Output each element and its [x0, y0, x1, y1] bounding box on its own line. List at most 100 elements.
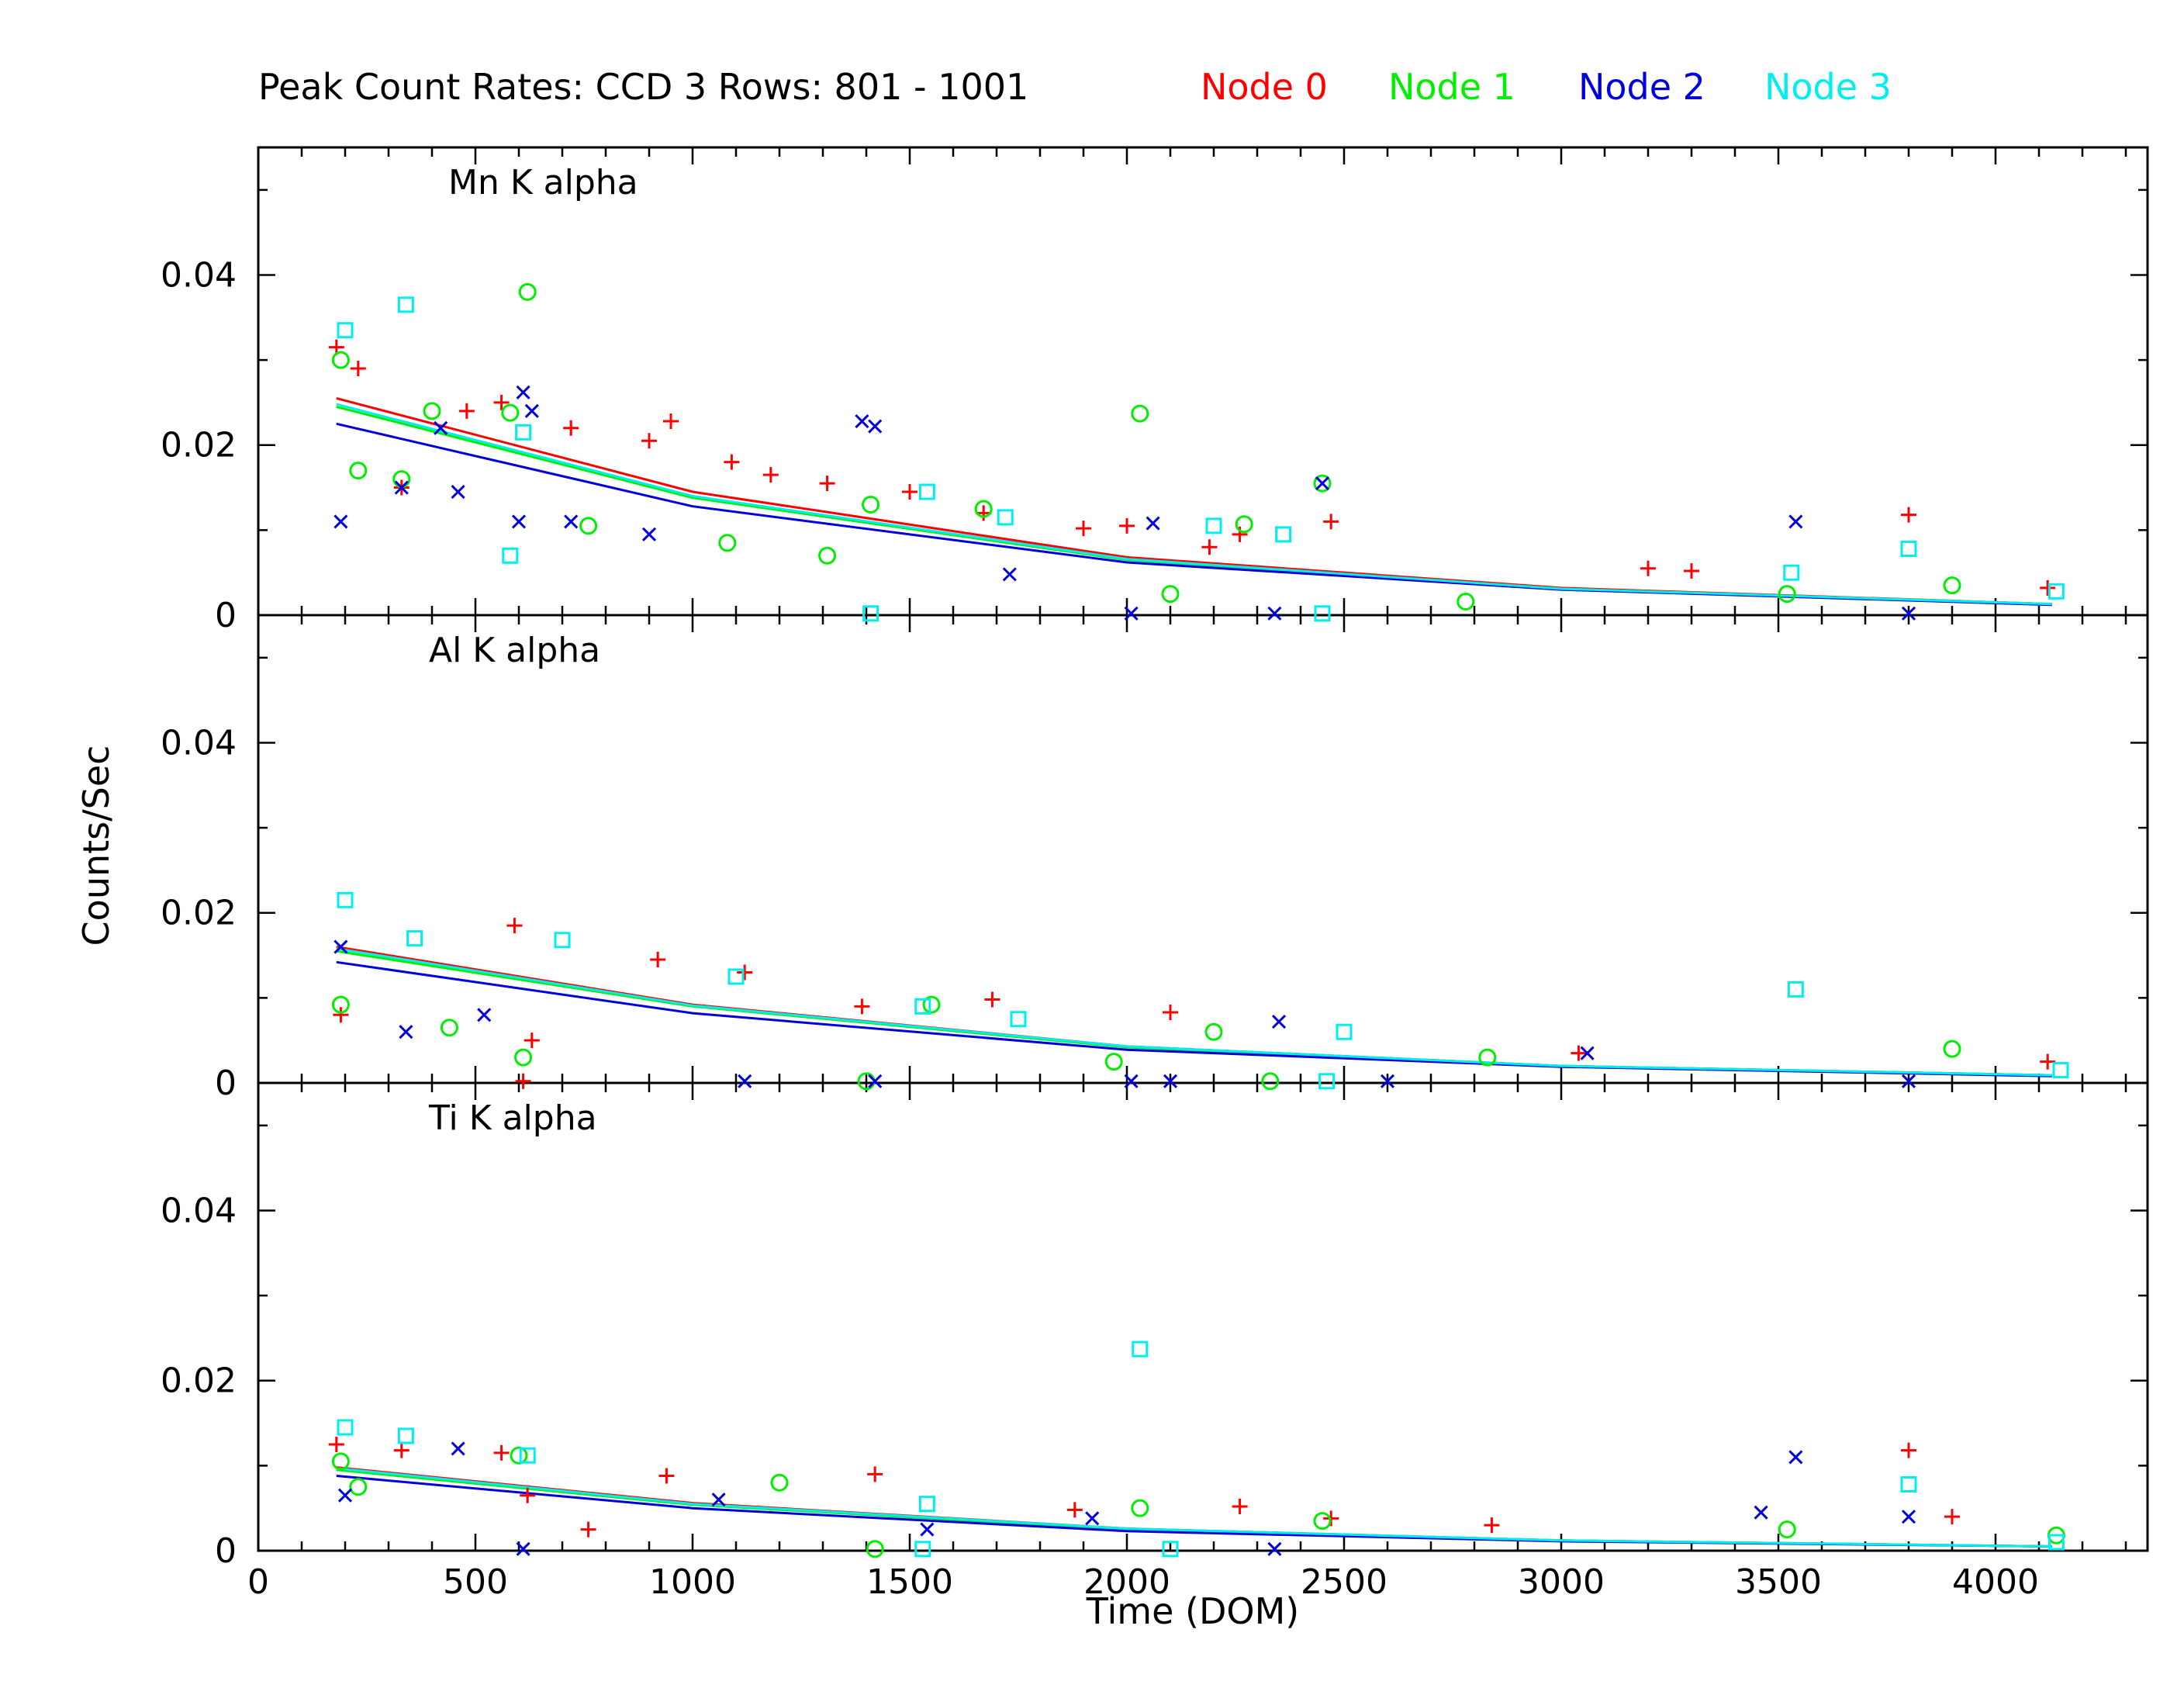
x-tick-label: 2500	[1301, 1562, 1387, 1602]
point-node-2	[1085, 1511, 1100, 1526]
point-node-1	[518, 282, 537, 301]
point-node-3	[914, 998, 931, 1015]
point-node-0	[1901, 507, 1916, 523]
point-node-0	[580, 1521, 596, 1538]
point-node-1	[1161, 585, 1180, 604]
chart-title: Peak Count Rates: CCD 3 Rows: 801 - 1001	[258, 66, 1028, 108]
point-node-2	[399, 1025, 413, 1039]
point-node-0	[724, 454, 740, 470]
legend-node-2: Node 2	[1578, 66, 1705, 108]
point-node-0	[819, 476, 835, 492]
x-tick-label: 500	[443, 1562, 508, 1602]
point-node-3	[1783, 564, 1800, 581]
point-node-2	[524, 403, 539, 418]
point-node-0	[762, 467, 779, 483]
point-node-0	[1684, 562, 1699, 579]
point-node-0	[1323, 514, 1339, 530]
point-node-0	[563, 420, 579, 436]
point-node-2	[477, 1008, 492, 1022]
point-node-0	[524, 1033, 540, 1049]
point-node-1	[862, 495, 880, 514]
point-node-2	[337, 1488, 353, 1503]
point-node-0	[1484, 1517, 1500, 1534]
y-tick-label: 0.02	[161, 1361, 237, 1401]
point-node-0	[506, 918, 523, 934]
point-node-2	[1901, 1510, 1916, 1524]
point-node-1	[501, 403, 520, 422]
point-node-1	[349, 462, 368, 480]
point-node-1	[331, 1452, 350, 1471]
data-points	[328, 282, 2069, 1558]
point-node-3	[2047, 583, 2065, 600]
point-node-1	[922, 995, 941, 1014]
fit-lines	[336, 396, 2052, 1548]
point-node-0	[1944, 1509, 1960, 1525]
point-node-0	[1640, 560, 1656, 576]
point-node-2	[1380, 1074, 1395, 1088]
point-node-1	[331, 351, 350, 369]
fit-line-node-3	[336, 403, 2052, 606]
point-node-3	[337, 322, 354, 339]
point-node-2	[333, 939, 348, 954]
point-node-2	[868, 419, 883, 434]
point-node-3	[2052, 1062, 2069, 1079]
point-node-1	[1313, 474, 1332, 493]
x-tick-label: 2000	[1083, 1562, 1170, 1602]
point-node-1	[1943, 576, 1961, 595]
point-node-0	[867, 1466, 883, 1482]
point-node-3	[1205, 517, 1222, 534]
point-node-2	[434, 420, 448, 435]
point-node-2	[1146, 516, 1160, 531]
point-node-0	[493, 1444, 510, 1461]
point-node-0	[1901, 1442, 1916, 1458]
y-tick-label: 0.02	[161, 426, 237, 465]
x-tick-label: 3500	[1735, 1562, 1822, 1602]
y-tick-label: 0.02	[161, 894, 237, 933]
y-tick-label: 0.04	[161, 723, 237, 763]
point-node-1	[510, 1446, 528, 1465]
point-node-1	[1104, 1053, 1123, 1071]
point-node-0	[737, 964, 753, 981]
point-node-2	[1754, 1505, 1768, 1520]
panel-1-label: Mn K alpha	[448, 163, 638, 202]
point-node-2	[564, 514, 579, 529]
point-node-3	[862, 605, 879, 622]
point-node-0	[663, 413, 679, 430]
x-tick-label: 1000	[649, 1562, 736, 1602]
point-node-0	[520, 1487, 536, 1503]
point-node-3	[914, 1541, 931, 1558]
point-node-0	[854, 998, 870, 1015]
point-node-3	[1010, 1011, 1027, 1028]
point-node-2	[1163, 1074, 1178, 1088]
point-node-3	[1336, 1023, 1353, 1040]
point-node-3	[1275, 526, 1292, 543]
x-tick-label: 0	[247, 1562, 269, 1602]
point-node-1	[423, 402, 441, 420]
point-node-2	[1788, 1450, 1803, 1465]
y-axis-label: Counts/Sec	[75, 745, 117, 946]
point-node-0	[328, 1436, 344, 1452]
point-node-3	[997, 509, 1014, 526]
point-node-1	[1778, 585, 1796, 604]
point-node-1	[1943, 1039, 1961, 1058]
point-node-3	[1900, 540, 1917, 557]
x-tick-label: 3000	[1518, 1562, 1605, 1602]
point-node-1	[974, 500, 993, 518]
point-node-3	[1162, 1541, 1179, 1558]
y-tick-label: 0	[215, 1064, 237, 1103]
x-axis-label: Time (DOM)	[1086, 1590, 1299, 1632]
panel-2-label: Al K alpha	[429, 631, 600, 670]
point-node-2	[1271, 1014, 1287, 1029]
point-node-3	[1132, 1340, 1149, 1358]
fit-line-node-3	[336, 1467, 2052, 1548]
point-node-1	[1235, 515, 1253, 534]
point-node-2	[1267, 606, 1282, 621]
point-node-2	[1124, 606, 1139, 621]
point-node-1	[718, 534, 737, 552]
point-node-3	[519, 1447, 536, 1464]
panel-3-label: Ti K alpha	[428, 1098, 597, 1138]
point-node-0	[493, 394, 510, 410]
point-node-3	[397, 296, 414, 313]
